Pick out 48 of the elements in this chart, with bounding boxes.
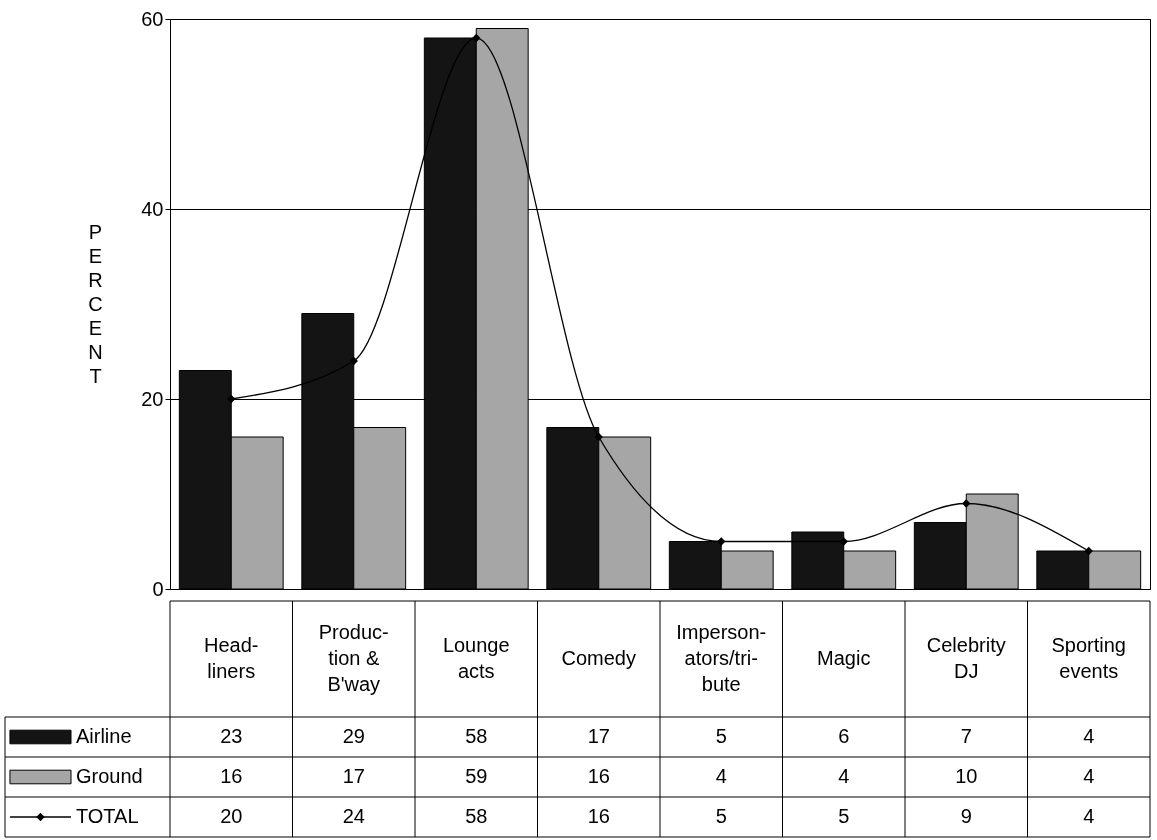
- point: [962, 499, 971, 508]
- x-tick-label: Comedy: [561, 647, 636, 669]
- data-label: 4: [1083, 805, 1095, 827]
- y-tick-label: 40: [141, 197, 164, 220]
- data-label: 7: [960, 725, 972, 747]
- point: [594, 432, 603, 442]
- point: [1084, 546, 1093, 556]
- y-tick-label: 20: [141, 387, 164, 410]
- data-label: 16: [220, 765, 243, 787]
- data-label: 5: [838, 805, 850, 827]
- y-axis-title: PERCENT: [88, 220, 103, 387]
- data-label: 4: [1083, 725, 1095, 747]
- data-label: 29: [342, 725, 365, 747]
- data-label: 59: [465, 765, 488, 787]
- point: [839, 537, 848, 546]
- data-label: 5: [715, 805, 727, 827]
- point: [227, 394, 236, 404]
- data-label: 6: [838, 725, 850, 747]
- data-label: 4: [1083, 765, 1095, 787]
- x-tick-label: Celebrity DJ: [926, 634, 1006, 682]
- legend-label: Airline: [75, 725, 132, 747]
- data-label: 17: [587, 725, 610, 747]
- x-tick-label: Head- liners: [204, 634, 259, 682]
- y-tick-label: 60: [141, 7, 164, 30]
- data-label: 5: [715, 725, 727, 747]
- y-tick-label: 0: [152, 577, 164, 600]
- data-label: 16: [587, 805, 610, 827]
- x-tick-label: Produc- tion & B'way: [318, 621, 389, 695]
- x-tick-label: Lounge acts: [442, 634, 510, 682]
- legend-label: TOTAL: [75, 805, 139, 827]
- data-label: 20: [220, 805, 243, 827]
- point: [717, 537, 726, 546]
- legend-label: Ground: [75, 765, 143, 787]
- data-label: 17: [342, 765, 365, 787]
- data-label: 23: [220, 725, 243, 747]
- data-label: 10: [955, 765, 978, 787]
- x-tick-label: Magic: [817, 647, 871, 669]
- point: [349, 356, 358, 366]
- x-tick-label: Imperson- ators/tri- bute: [676, 621, 767, 695]
- point: [472, 33, 481, 43]
- data-label: 16: [587, 765, 610, 787]
- data-label: 24: [342, 805, 365, 827]
- data-label: 4: [838, 765, 850, 787]
- data-label: 4: [715, 765, 727, 787]
- data-label: 58: [465, 805, 488, 827]
- x-tick-label: Sporting events: [1051, 634, 1126, 682]
- data-label: 9: [960, 805, 972, 827]
- data-label: 58: [465, 725, 488, 747]
